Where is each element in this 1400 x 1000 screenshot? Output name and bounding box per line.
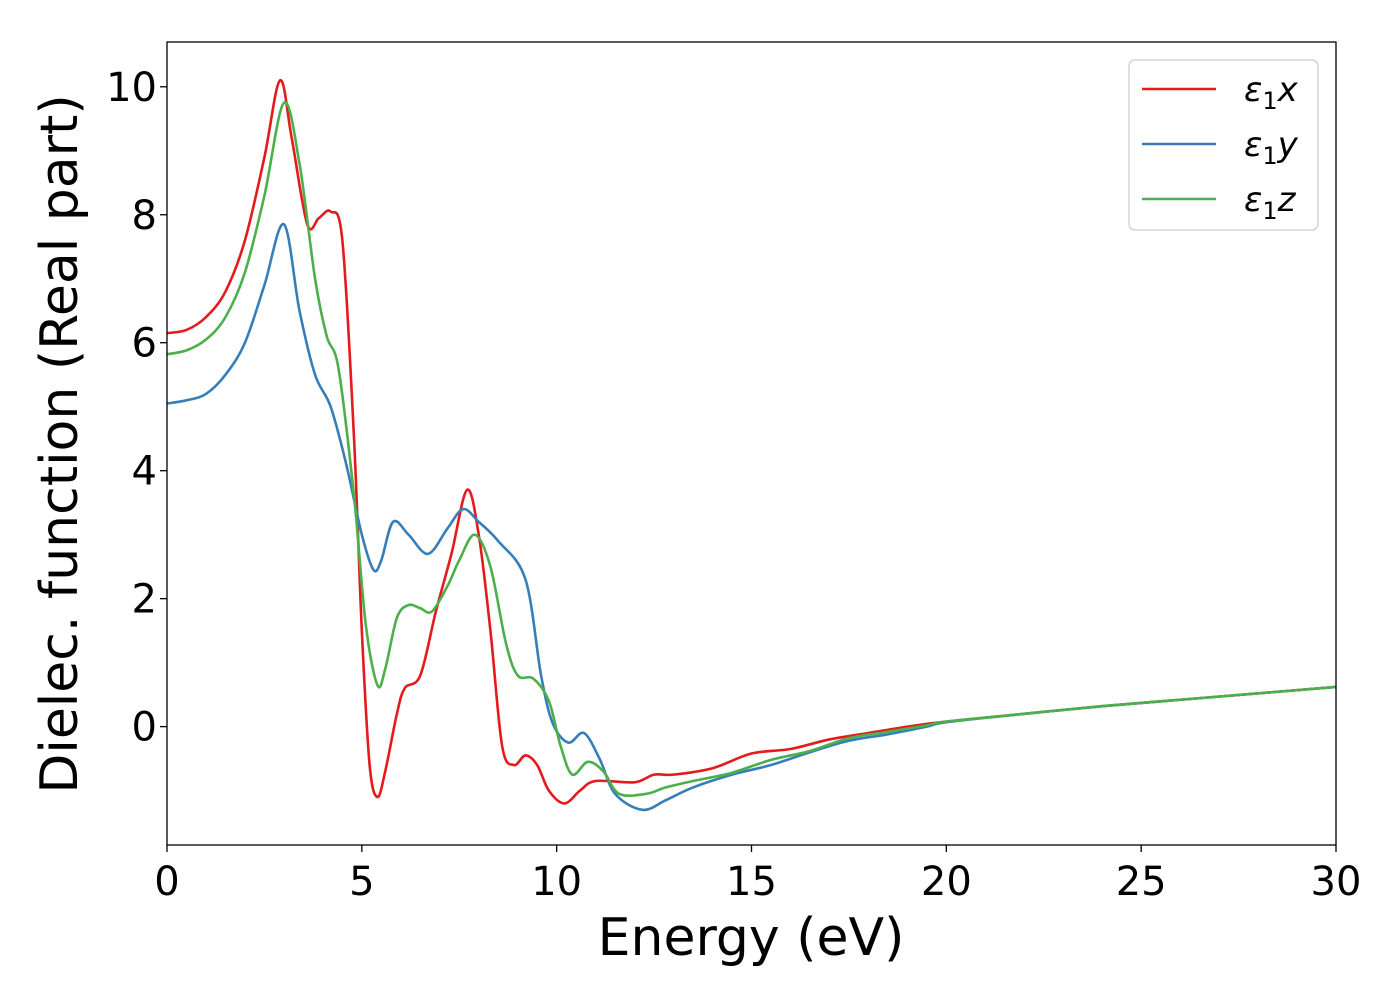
x-tick-label: 30 [1311, 859, 1362, 905]
y-tick-label: 6 [132, 321, 157, 367]
x-tick-label: 10 [531, 859, 582, 905]
x-axis-label: Energy (eV) [598, 908, 905, 968]
x-tick-label: 0 [154, 859, 179, 905]
legend-box [1128, 59, 1319, 231]
legend: ε1x ε1y ε1z [1128, 59, 1319, 231]
y-tick-label: 4 [132, 449, 157, 495]
y-axis-label: Dielec. function (Real part) [30, 94, 90, 793]
x-tick-label: 5 [349, 859, 374, 905]
series-line-1 [167, 223, 1336, 812]
x-axis-ticks: 0 5 10 15 20 25 30 [154, 845, 1361, 905]
series-line-2 [167, 101, 1336, 798]
legend-items: ε1x ε1y ε1z [1142, 70, 1299, 225]
x-tick-label: 25 [1116, 859, 1167, 905]
legend-label: ε1y [1244, 125, 1299, 170]
y-tick-label: 2 [132, 577, 157, 623]
y-tick-label: 8 [132, 193, 157, 239]
y-tick-label: 10 [106, 65, 157, 111]
x-tick-label: 15 [726, 859, 777, 905]
legend-label: ε1x [1244, 70, 1299, 115]
x-tick-label: 20 [921, 859, 972, 905]
y-tick-label: 0 [132, 705, 157, 751]
y-axis-ticks: 0 2 4 6 8 10 [106, 65, 167, 751]
legend-label: ε1z [1244, 180, 1297, 225]
series-layer [167, 79, 1336, 812]
